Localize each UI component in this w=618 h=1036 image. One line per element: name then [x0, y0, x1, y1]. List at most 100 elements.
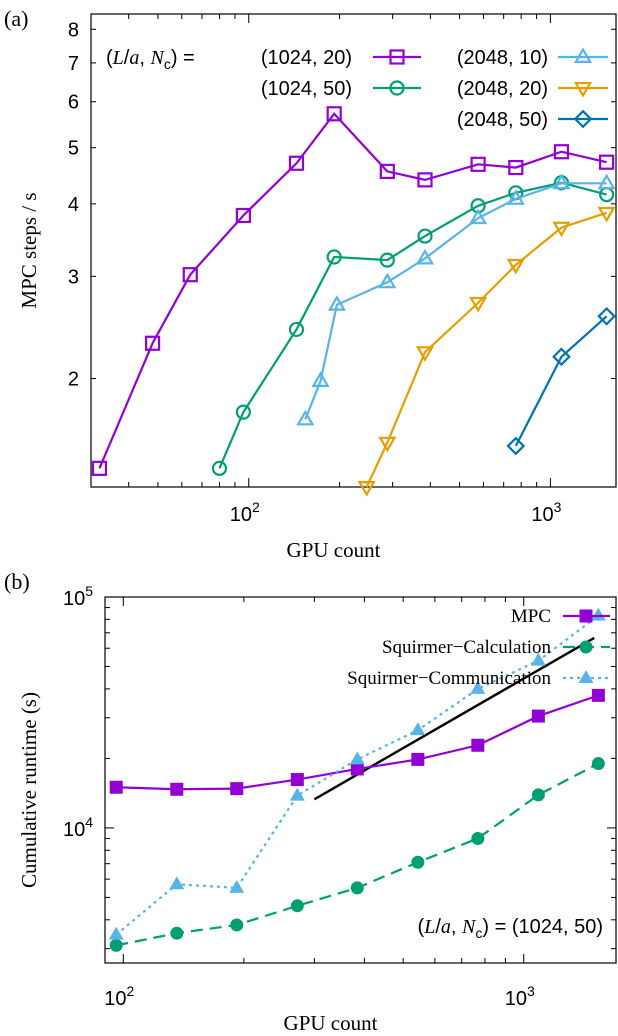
- x-tick-label: 102: [230, 499, 260, 526]
- legend-entry-2: Squirmer−Communication: [347, 668, 610, 689]
- data-point: [552, 173, 571, 190]
- data-point: [470, 156, 486, 172]
- y-tick-label: 7: [68, 53, 79, 75]
- series-2: [296, 173, 616, 426]
- data-point: [597, 173, 616, 190]
- data-point: [290, 899, 304, 913]
- data-point: [357, 481, 376, 497]
- y-tick-label: 4: [68, 194, 79, 216]
- legend-label: Squirmer−Calculation: [382, 637, 552, 658]
- legend-label: (2048, 10): [457, 47, 548, 69]
- data-point: [311, 371, 330, 387]
- series-3: [357, 206, 616, 497]
- legend-marker: [579, 640, 593, 654]
- data-point: [170, 926, 184, 940]
- legend-entry-1: (1024, 50): [261, 78, 421, 100]
- legend-marker: [578, 670, 594, 683]
- plot-frame: [104, 596, 617, 964]
- series-0: [109, 688, 605, 796]
- legend: MPC Squirmer−Calculation Squirmer−Communic…: [347, 606, 610, 689]
- panel-b: (b) 104 105 102 103 GPU count Cumulative runti…: [4, 569, 617, 1035]
- x-axis-label: GPU count: [284, 1011, 378, 1035]
- series-0: [91, 106, 615, 476]
- legend-entry-3: (2048, 20): [457, 78, 608, 100]
- data-point: [296, 409, 315, 426]
- data-point: [530, 652, 546, 666]
- series-line: [304, 182, 607, 420]
- data-point: [597, 306, 616, 326]
- data-point: [410, 722, 426, 736]
- data-point: [378, 436, 397, 453]
- series-line: [365, 211, 607, 488]
- legend-label: (1024, 20): [261, 47, 352, 69]
- y-tick-label: 8: [68, 19, 79, 41]
- data-point: [229, 879, 245, 893]
- data-point: [350, 762, 364, 776]
- legend-entry-1: Squirmer−Calculation: [382, 637, 610, 658]
- y-tick-label: 6: [68, 92, 79, 114]
- series-2: [108, 607, 606, 940]
- y-tick-label: 2: [68, 368, 79, 390]
- data-point: [553, 144, 570, 160]
- y-tick-label: 3: [68, 266, 79, 288]
- data-point: [599, 154, 615, 170]
- data-point: [590, 607, 606, 621]
- data-point: [378, 272, 397, 289]
- y-tick-label: 5: [68, 138, 79, 160]
- data-point: [415, 346, 435, 362]
- series-line: [98, 112, 607, 469]
- series-1: [211, 175, 615, 476]
- series-line: [218, 181, 607, 469]
- data-point: [591, 688, 605, 702]
- data-point: [182, 267, 198, 283]
- legend: (L/a, Nc) = (1024, 20) (1024, 50) (2048, 1…: [106, 47, 608, 131]
- legend-entry-2: (2048, 10): [457, 47, 608, 69]
- legend-marker: [579, 609, 593, 623]
- legend-marker: [573, 82, 593, 98]
- data-point: [469, 208, 488, 225]
- data-point: [289, 787, 305, 801]
- data-point: [290, 773, 304, 787]
- data-point: [230, 918, 244, 932]
- data-point: [470, 680, 486, 694]
- data-point: [469, 296, 488, 313]
- data-point: [506, 189, 525, 205]
- series-4: [506, 306, 616, 456]
- data-point: [326, 249, 342, 265]
- panel-a: (a) 2 3 4 5 6 7 8 102 103 GPU count MPC steps / s (L…: [4, 6, 617, 562]
- panel-label: (b): [4, 569, 30, 594]
- data-point: [417, 172, 433, 188]
- data-point: [379, 252, 395, 268]
- legend-label: (2048, 20): [457, 78, 548, 100]
- legend-marker: [573, 47, 593, 63]
- data-point: [506, 258, 525, 275]
- legend-label: (1024, 50): [261, 78, 352, 100]
- series-line: [115, 614, 600, 936]
- annotation: (L/a, Nc) = (1024, 50): [418, 916, 603, 941]
- x-tick-label: 103: [505, 983, 535, 1010]
- data-point: [471, 831, 485, 845]
- y-axis-label: Cumulative runtime (s): [17, 692, 41, 888]
- data-point: [591, 757, 605, 771]
- data-point: [211, 460, 228, 476]
- x-tick-label: 103: [531, 499, 561, 526]
- legend-entry-4: (2048, 50): [457, 109, 608, 131]
- data-point: [379, 163, 395, 180]
- data-point: [91, 460, 108, 476]
- data-point: [506, 436, 526, 456]
- x-tick-label: 102: [104, 983, 134, 1010]
- legend-label: Squirmer−Communication: [347, 668, 551, 689]
- data-point: [552, 347, 571, 367]
- data-point: [508, 159, 524, 176]
- data-point: [327, 295, 346, 311]
- data-point: [230, 782, 244, 796]
- data-point: [552, 221, 571, 238]
- data-point: [349, 751, 365, 765]
- legend-marker: [573, 109, 593, 129]
- data-point: [144, 335, 161, 351]
- data-point: [411, 752, 425, 766]
- data-point: [108, 926, 124, 940]
- legend-label: MPC: [511, 606, 551, 627]
- panel-label: (a): [4, 6, 28, 31]
- y-tick-label: 105: [63, 583, 93, 610]
